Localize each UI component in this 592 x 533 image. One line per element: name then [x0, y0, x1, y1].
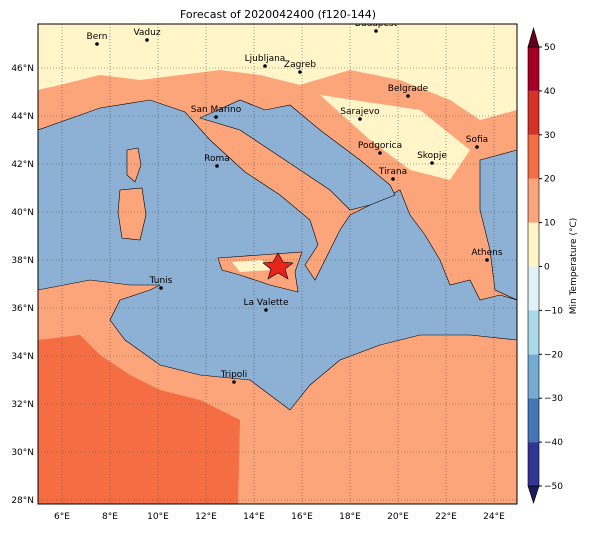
city-label: Tunis [149, 276, 173, 286]
lon-tick-label: 14°E [243, 512, 265, 522]
lon-tick-label: 16°E [291, 512, 313, 522]
island [126, 147, 142, 183]
lat-tick-label: 34°N [11, 352, 34, 362]
colorbar-tick-label: 10 [544, 219, 556, 229]
island-cool [232, 260, 270, 272]
lon-tick-label: 8°E [102, 512, 118, 522]
colorbar-segment [528, 47, 539, 91]
city-dot [475, 145, 479, 149]
colorbar-tick-label: 0 [544, 263, 550, 273]
colorbar-segment [528, 442, 539, 486]
city-label: Sofia [466, 135, 488, 145]
colorbar-extend [527, 26, 540, 48]
city-dot [378, 151, 382, 155]
lat-tick-label: 28°N [11, 496, 34, 506]
lon-tick-label: 18°E [339, 512, 361, 522]
colorbar-tick-label: 40 [544, 87, 556, 97]
colorbar-segment [528, 178, 539, 223]
lat-tick-label: 42°N [11, 160, 34, 170]
city-dot [145, 38, 149, 42]
lat-tick-label: 30°N [11, 448, 34, 458]
sea [479, 149, 517, 301]
city-label: San Marino [191, 105, 242, 115]
lon-tick-label: 10°E [147, 512, 169, 522]
city-dot [391, 177, 395, 181]
colorbar-tick-label: 20 [544, 175, 556, 185]
star-marker [262, 252, 294, 280]
colorbar-segment [528, 354, 539, 399]
city-label: Athens [471, 248, 502, 258]
colorbar-tick-label: −10 [544, 306, 563, 316]
colorbar-tick-label: 50 [544, 43, 556, 53]
city-dot [298, 70, 302, 74]
city-dot [374, 29, 378, 33]
city-dot [430, 161, 434, 165]
city-label: Vaduz [133, 28, 160, 38]
city-label: Budapest [355, 19, 398, 29]
colorbar-tick-label: −20 [544, 350, 563, 360]
city-label: Belgrade [388, 84, 429, 94]
city-label: Ljubljana [245, 54, 286, 64]
colorbar-tick-label: −50 [544, 482, 563, 492]
city-dot [485, 258, 489, 262]
cool-field [320, 95, 470, 180]
city-label: Tirana [378, 167, 407, 177]
colorbar-label: Min Temperature (°C) [569, 218, 579, 315]
colorbar-segment [528, 266, 539, 311]
city-label: Sarajevo [340, 107, 380, 117]
colorbar-tick-label: −30 [544, 394, 563, 404]
city-dot [95, 42, 99, 46]
lat-tick-label: 44°N [11, 112, 34, 122]
lon-tick-label: 20°E [387, 512, 409, 522]
colorbar-tick-label: 30 [544, 131, 556, 141]
lat-tick-label: 40°N [11, 208, 34, 218]
city-dot [358, 117, 362, 121]
grid [38, 24, 517, 504]
lat-tick-label: 36°N [11, 304, 34, 314]
city-label: Skopje [417, 151, 447, 161]
city-label: Tripoli [220, 370, 248, 380]
map-title: Forecast of 2020042400 (f120-144) [180, 8, 376, 21]
colorbar-segment [528, 310, 539, 355]
city-dot [214, 115, 218, 119]
lon-tick-label: 24°E [483, 512, 505, 522]
colorbar-segment [528, 398, 539, 443]
lat-tick-label: 38°N [11, 256, 34, 266]
city-label: Zagreb [284, 60, 316, 70]
city-label: Roma [204, 154, 230, 164]
lon-tick-label: 12°E [195, 512, 217, 522]
city-dot [215, 164, 219, 168]
island [117, 187, 147, 241]
colorbar-segment [528, 90, 539, 135]
lat-tick-label: 32°N [11, 400, 34, 410]
colorbar-tick-label: −40 [544, 438, 563, 448]
colorbar-segment [528, 134, 539, 179]
city-label: Podgorica [358, 141, 402, 151]
warm-field [38, 335, 240, 504]
sea [199, 99, 396, 211]
city-label: Bern [87, 32, 108, 42]
colorbar: −50 −40 −30 −20 −10 0 10 20 30 40 50 [527, 26, 563, 504]
city-dot [232, 380, 236, 384]
colorbar-extend [527, 485, 540, 504]
city-label: La Valette [244, 298, 289, 308]
lon-tick-label: 6°E [54, 512, 70, 522]
map-frame [37, 23, 518, 505]
city-dot [406, 94, 410, 98]
lon-tick-label: 22°E [435, 512, 457, 522]
lat-tick-label: 46°N [11, 64, 34, 74]
city-dot [264, 308, 268, 312]
city-dot [263, 64, 267, 68]
colorbar-segment [528, 222, 539, 267]
city-dot [159, 286, 163, 290]
